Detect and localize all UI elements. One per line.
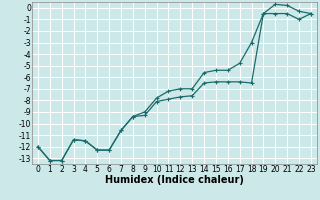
X-axis label: Humidex (Indice chaleur): Humidex (Indice chaleur) (105, 175, 244, 185)
